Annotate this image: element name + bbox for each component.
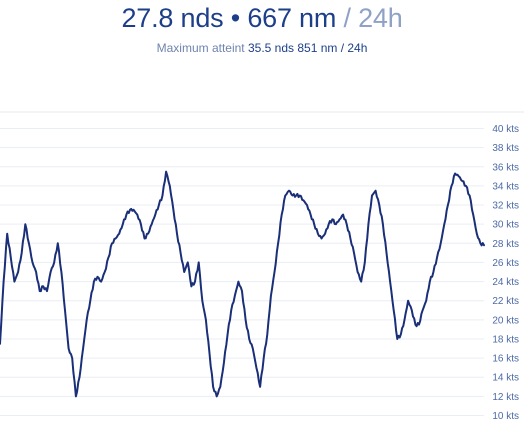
- y-tick-label: 16 kts: [492, 354, 519, 365]
- maximum-reached-line: Maximum atteint 35.5 nds 851 nm / 24h: [0, 40, 524, 56]
- speed-series-line: [0, 170, 485, 398]
- y-tick-label: 20 kts: [492, 315, 519, 326]
- series-layer: [0, 170, 485, 398]
- y-tick-label: 24 kts: [492, 277, 519, 288]
- y-tick-label: 22 kts: [492, 296, 519, 307]
- summary-header: 27.8 nds • 667 nm / 24h Maximum atteint …: [0, 0, 524, 60]
- y-tick-label: 36 kts: [492, 162, 519, 173]
- daily-summary-headline: 27.8 nds • 667 nm / 24h: [0, 1, 524, 35]
- y-tick-label: 18 kts: [492, 334, 519, 345]
- y-tick-label: 12 kts: [492, 392, 519, 403]
- y-axis-ticks: 10 kts 12 kts 14 kts 16 kts 18 kts 20 kts 22 k…: [492, 124, 519, 422]
- y-tick-label: 40 kts: [492, 124, 519, 135]
- y-tick-label: 32 kts: [492, 201, 519, 212]
- y-tick-label: 14 kts: [492, 373, 519, 384]
- y-tick-label: 28 kts: [492, 239, 519, 250]
- chart-grid: [0, 128, 484, 416]
- y-tick-label: 10 kts: [492, 411, 519, 422]
- y-tick-label: 38 kts: [492, 143, 519, 154]
- average-speed: 27.8 nds: [121, 3, 224, 33]
- maximum-label: Maximum atteint: [156, 41, 248, 55]
- y-tick-label: 26 kts: [492, 258, 519, 269]
- headline-separator: •: [223, 3, 248, 33]
- y-tick-label: 30 kts: [492, 220, 519, 231]
- period-label: / 24h: [336, 3, 403, 33]
- y-tick-label: 34 kts: [492, 181, 519, 192]
- maximum-value: 35.5 nds 851 nm / 24h: [247, 41, 368, 55]
- distance-value: 667 nm: [247, 3, 337, 33]
